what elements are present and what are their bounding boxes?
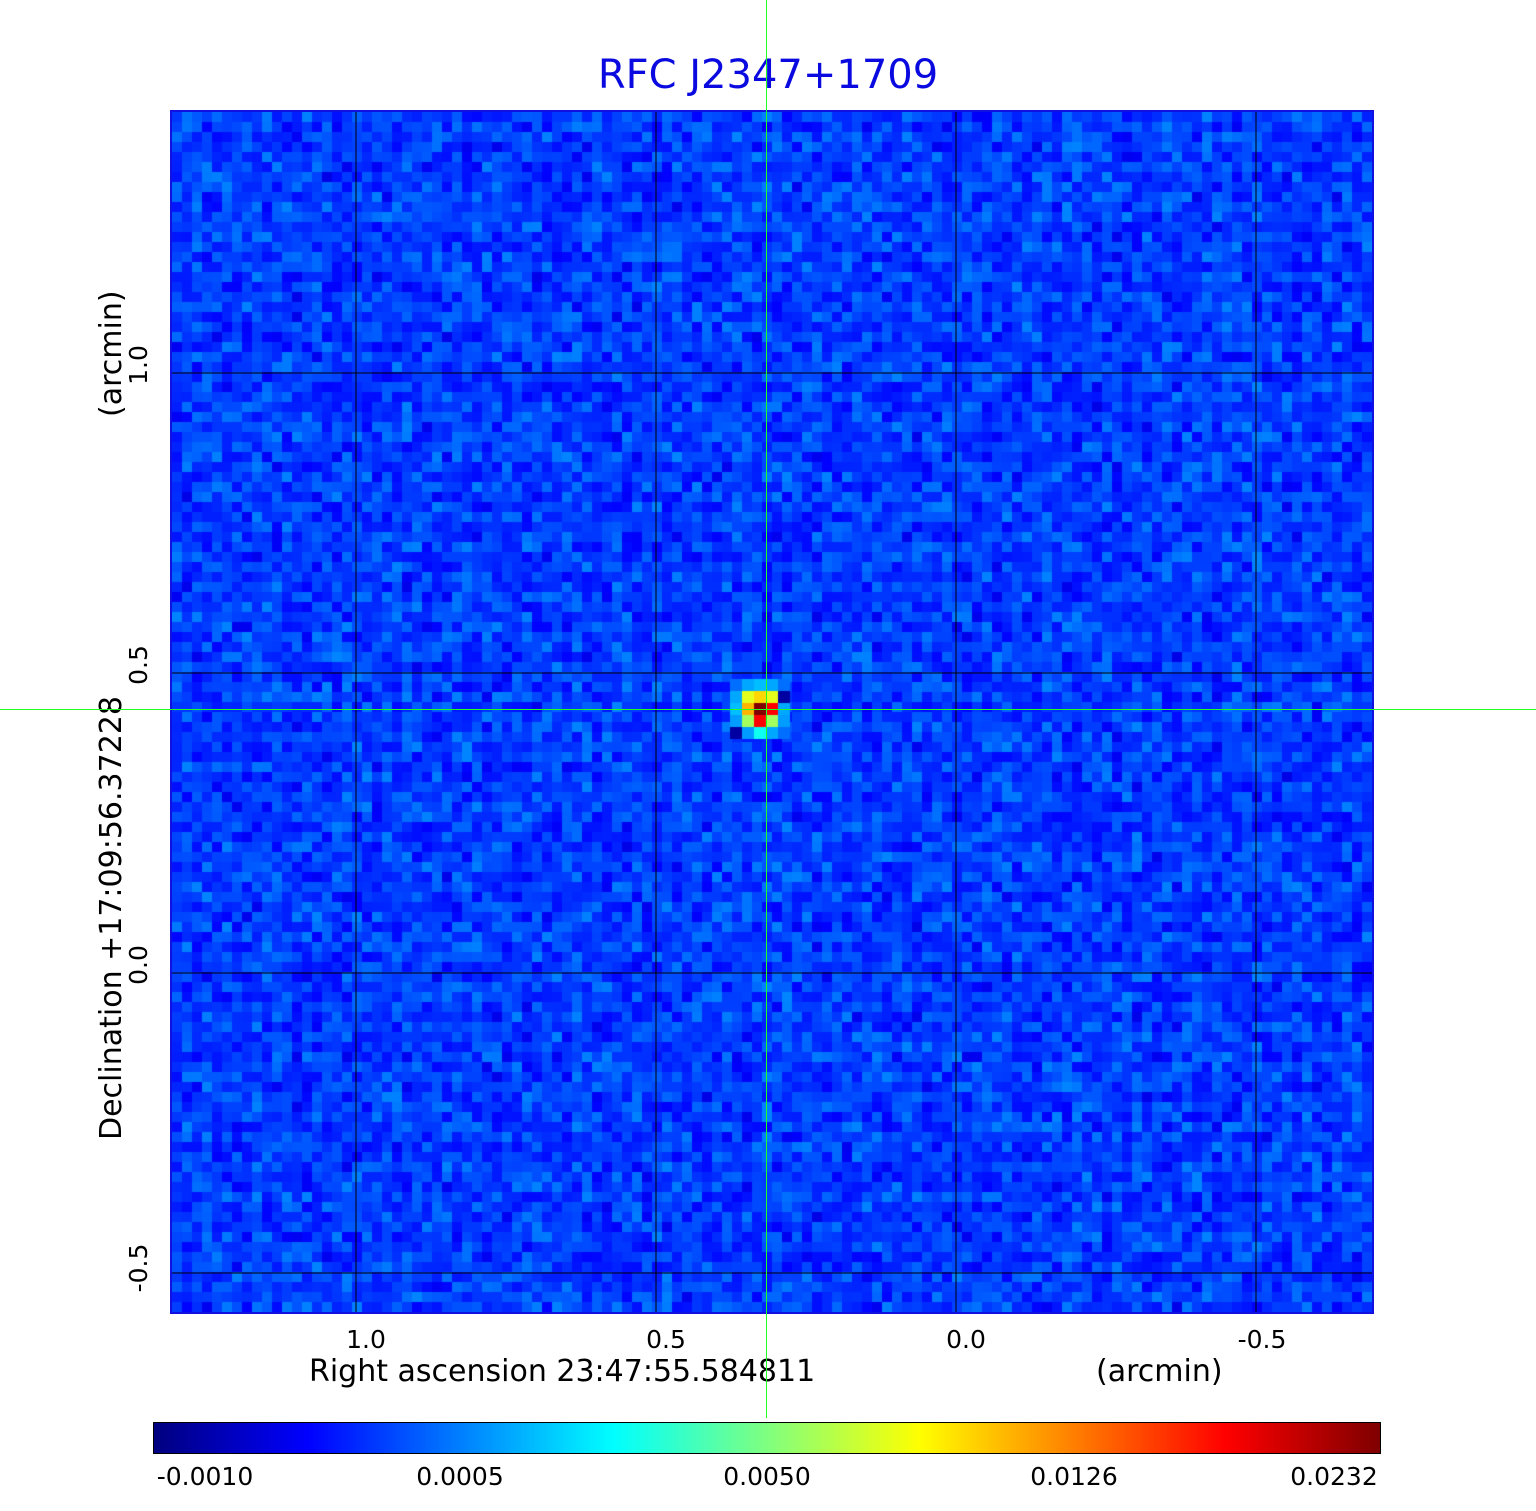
colorbar	[153, 1422, 1381, 1454]
y-axis-label: Declination +17:09:56.37228	[94, 696, 129, 1140]
chart-title: RFC J2347+1709	[597, 52, 939, 98]
x-tick-label: -0.5	[1237, 1325, 1287, 1354]
heatmap-image	[170, 110, 1374, 1314]
y-tick-label: 0.5	[124, 645, 153, 685]
crosshair-horizontal	[0, 709, 1536, 710]
x-tick-label: 0.5	[646, 1325, 686, 1354]
colorbar-tick-label: 0.0232	[1290, 1462, 1378, 1491]
x-axis-unit: (arcmin)	[1096, 1354, 1223, 1389]
colorbar-tick-label: 0.0050	[723, 1462, 811, 1491]
colorbar-tick-label: -0.0010	[156, 1462, 254, 1491]
x-tick-label: 0.0	[946, 1325, 986, 1354]
x-axis-label: Right ascension 23:47:55.584811	[309, 1354, 816, 1389]
y-axis-unit: (arcmin)	[94, 290, 129, 417]
x-tick-label: 1.0	[346, 1325, 386, 1354]
colorbar-tick-label: 0.0005	[416, 1462, 504, 1491]
grid-overlay	[172, 112, 1372, 1312]
y-tick-label: -0.5	[124, 1243, 153, 1293]
colorbar-tick-label: 0.0126	[1030, 1462, 1118, 1491]
